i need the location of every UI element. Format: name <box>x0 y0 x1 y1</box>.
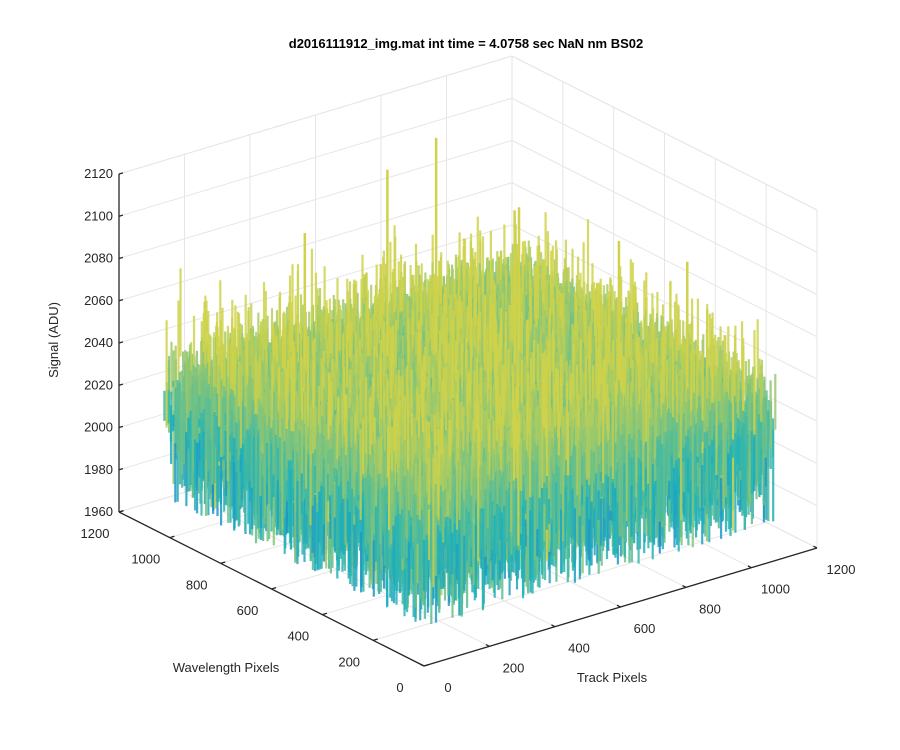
grid-line-floor-y <box>373 521 767 641</box>
grid-line-right-z <box>511 97 818 253</box>
grid-line-right-z <box>511 140 818 295</box>
grid-line-back-z <box>118 97 513 217</box>
grid-line-right-z <box>511 224 818 380</box>
surface-mesh <box>163 137 777 624</box>
grid-line-back-z <box>118 182 513 302</box>
grid-line-back-z <box>118 140 513 259</box>
grid-line-right-z <box>511 182 818 338</box>
box-edge-top-back <box>118 55 513 175</box>
box-edge-top-right <box>511 55 818 211</box>
